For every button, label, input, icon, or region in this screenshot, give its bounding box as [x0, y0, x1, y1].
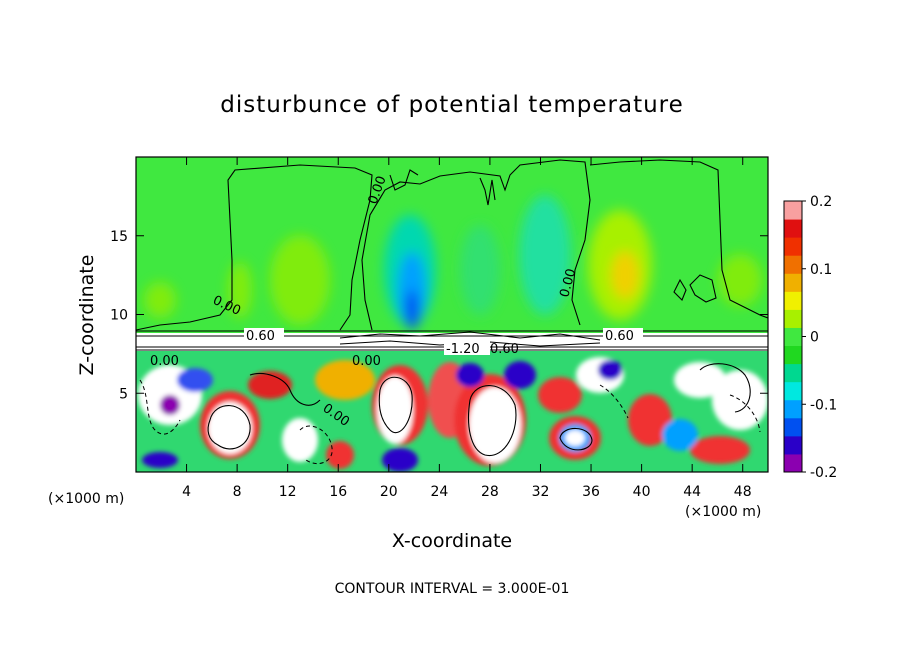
colorbar — [783, 200, 803, 473]
chart-title: disturbunce of potential temperature — [220, 92, 684, 118]
colorbar-segment — [784, 291, 802, 310]
blob-cool-5 — [460, 225, 500, 315]
colorbar-segment — [784, 327, 802, 347]
blob-warm-5 — [144, 282, 176, 318]
x-tick-label: 12 — [279, 484, 297, 500]
colorbar-tick-label: -0.2 — [810, 465, 837, 481]
colorbar-segment — [784, 273, 802, 292]
eddy-10 — [377, 376, 413, 444]
x-axis-label: X-coordinate — [392, 530, 512, 552]
contour-label: 0.60 — [605, 329, 634, 344]
x-tick-label: 20 — [380, 484, 398, 500]
colorbar-segment — [784, 417, 802, 437]
eddy-24 — [674, 362, 726, 398]
colorbar-segment — [784, 399, 802, 419]
eddy-28 — [142, 452, 178, 468]
eddy-8 — [315, 360, 375, 400]
blob-cool-3 — [405, 290, 419, 330]
y-tick-label: 10 — [110, 308, 128, 324]
contour-label: 0.00 — [352, 354, 381, 369]
colorbar-tick-label: 0.1 — [810, 262, 832, 278]
y-tick-label: 5 — [119, 386, 128, 402]
colorbar-segment — [784, 309, 802, 328]
colorbar-segment — [784, 435, 802, 455]
x-unit-label-left: (×1000 m) — [48, 491, 124, 507]
colorbar-tick-label: 0 — [810, 330, 819, 346]
eddy-15 — [456, 363, 484, 387]
x-tick-label: 32 — [532, 484, 550, 500]
x-unit-label-right: (×1000 m) — [685, 504, 761, 520]
colorbar-segment — [784, 363, 802, 383]
blob-cool-4 — [519, 195, 571, 315]
contour-label: 0.00 — [150, 354, 179, 369]
heatmap-field — [136, 157, 768, 472]
colorbar-tick-label: -0.1 — [810, 397, 837, 413]
eddy-4 — [248, 371, 292, 399]
contour-label: 0.60 — [246, 329, 275, 344]
y-axis: 5 10 15 — [110, 229, 768, 402]
contour-label: 0.60 — [490, 342, 519, 357]
colorbar-tick-label: 0.2 — [810, 194, 832, 210]
colorbar-segment — [784, 255, 802, 274]
contour-label: -1.20 — [446, 342, 480, 357]
blob-warm-2 — [611, 251, 639, 299]
eddy-23 — [628, 394, 672, 446]
colorbar-segment — [784, 201, 802, 220]
eddy-6 — [160, 395, 180, 415]
colorbar-segment — [784, 381, 802, 401]
x-tick-label: 4 — [182, 484, 191, 500]
colorbar-segment — [784, 219, 802, 238]
x-tick-label: 40 — [633, 484, 651, 500]
eddy-29 — [326, 441, 354, 469]
x-tick-label: 28 — [481, 484, 499, 500]
y-tick-label: 15 — [110, 229, 128, 245]
eddy-3 — [208, 402, 252, 454]
eddy-25 — [712, 370, 768, 430]
eddy-11 — [382, 448, 418, 472]
eddy-14 — [469, 387, 521, 463]
colorbar-segment — [784, 453, 802, 473]
contour-lines — [136, 159, 768, 456]
x-tick-label: 36 — [582, 484, 600, 500]
x-axis: 4 8 12 16 20 24 28 32 36 40 44 48 — [182, 157, 752, 500]
blob-warm-6 — [718, 254, 762, 306]
dashed-contours — [139, 379, 761, 464]
x-tick-label: 48 — [734, 484, 752, 500]
eddy-16 — [504, 361, 536, 389]
blob-warm-4 — [228, 262, 252, 318]
contour-label: 0.00 — [557, 267, 579, 299]
x-tick-label: 16 — [329, 484, 347, 500]
x-tick-label: 44 — [683, 484, 701, 500]
colorbar-ticks: 0.2 0.1 0 -0.1 -0.2 — [802, 194, 837, 481]
y-axis-label: Z-coordinate — [76, 255, 98, 376]
eddy-7 — [282, 418, 318, 462]
x-tick-label: 24 — [430, 484, 448, 500]
eddy-22 — [598, 360, 622, 380]
colorbar-segment — [784, 345, 802, 365]
contour-interval-note: CONTOUR INTERVAL = 3.000E-01 — [335, 581, 570, 597]
colorbar-segment — [784, 237, 802, 256]
eddy-20 — [565, 430, 585, 446]
eddy-17 — [538, 377, 582, 413]
eddy-5 — [177, 368, 213, 392]
eddy-26 — [690, 436, 750, 464]
eddy-27 — [662, 419, 698, 451]
x-tick-label: 8 — [233, 484, 242, 500]
blob-warm-3 — [270, 235, 330, 325]
